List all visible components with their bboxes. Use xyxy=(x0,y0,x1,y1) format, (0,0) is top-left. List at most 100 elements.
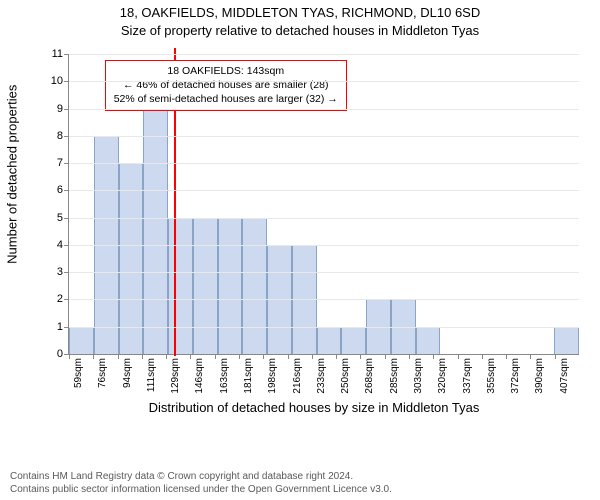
x-tick-label: 250sqm xyxy=(340,358,351,394)
y-tick-mark xyxy=(64,272,69,273)
x-tick-mark xyxy=(215,354,216,359)
bar xyxy=(218,218,243,354)
y-tick-label: 0 xyxy=(57,348,63,360)
y-tick-label: 11 xyxy=(52,48,63,60)
gridline xyxy=(69,109,579,110)
x-axis-label: Distribution of detached houses by size … xyxy=(38,400,590,415)
gridline xyxy=(69,54,579,55)
chart-title: 18, OAKFIELDS, MIDDLETON TYAS, RICHMOND,… xyxy=(0,4,600,22)
x-tick-label: 337sqm xyxy=(462,358,473,394)
gridline xyxy=(69,245,579,246)
gridline xyxy=(69,163,579,164)
x-tick-label: 355sqm xyxy=(486,358,497,394)
x-tick-mark xyxy=(458,354,459,359)
y-tick-mark xyxy=(64,245,69,246)
bar xyxy=(168,218,193,354)
y-tick-label: 10 xyxy=(51,75,63,87)
y-tick-label: 7 xyxy=(57,157,63,169)
y-tick-label: 8 xyxy=(57,130,63,142)
y-tick-label: 3 xyxy=(57,266,63,278)
bar xyxy=(554,327,579,354)
y-axis-label: Number of detached properties xyxy=(5,85,20,264)
x-tick-mark xyxy=(142,354,143,359)
y-tick-mark xyxy=(64,327,69,328)
footer-line-1: Contains HM Land Registry data © Crown c… xyxy=(10,471,392,484)
x-tick-label: 216sqm xyxy=(292,358,303,394)
annotation-line-3: 52% of semi-detached houses are larger (… xyxy=(114,92,338,106)
x-tick-mark xyxy=(239,354,240,359)
x-tick-label: 163sqm xyxy=(219,358,230,394)
y-tick-mark xyxy=(64,190,69,191)
x-tick-label: 407sqm xyxy=(559,358,570,394)
footer: Contains HM Land Registry data © Crown c… xyxy=(10,471,392,496)
x-tick-label: 390sqm xyxy=(534,358,545,394)
gridline xyxy=(69,218,579,219)
x-tick-label: 76sqm xyxy=(97,358,108,388)
x-tick-label: 372sqm xyxy=(510,358,521,394)
plot-area: 18 OAKFIELDS: 143sqm ← 46% of detached h… xyxy=(68,54,579,355)
x-tick-mark xyxy=(118,354,119,359)
gridline xyxy=(69,81,579,82)
y-tick-label: 6 xyxy=(57,184,63,196)
x-tick-mark xyxy=(433,354,434,359)
x-tick-label: 181sqm xyxy=(243,358,254,394)
bar xyxy=(242,218,267,354)
chart-title-block: 18, OAKFIELDS, MIDDLETON TYAS, RICHMOND,… xyxy=(0,0,600,39)
x-tick-mark xyxy=(409,354,410,359)
x-tick-mark xyxy=(190,354,191,359)
y-tick-label: 2 xyxy=(57,293,63,305)
y-tick-mark xyxy=(64,81,69,82)
x-tick-label: 198sqm xyxy=(267,358,278,394)
bar xyxy=(317,327,342,354)
bar xyxy=(341,327,366,354)
gridline xyxy=(69,136,579,137)
x-tick-mark xyxy=(166,354,167,359)
x-tick-label: 111sqm xyxy=(146,358,157,392)
x-tick-label: 146sqm xyxy=(194,358,205,394)
bar xyxy=(69,327,94,354)
x-tick-mark xyxy=(360,354,361,359)
x-tick-label: 59sqm xyxy=(73,358,84,388)
y-tick-mark xyxy=(64,136,69,137)
x-tick-label: 320sqm xyxy=(437,358,448,394)
gridline xyxy=(69,272,579,273)
x-tick-mark xyxy=(482,354,483,359)
x-tick-mark xyxy=(312,354,313,359)
x-tick-label: 233sqm xyxy=(316,358,327,394)
x-tick-mark xyxy=(263,354,264,359)
chart: Number of detached properties 18 OAKFIEL… xyxy=(38,48,590,408)
x-tick-label: 94sqm xyxy=(122,358,133,388)
x-tick-mark xyxy=(555,354,556,359)
x-tick-label: 303sqm xyxy=(413,358,424,394)
x-tick-mark xyxy=(69,354,70,359)
y-tick-mark xyxy=(64,218,69,219)
bar xyxy=(143,109,168,354)
x-tick-mark xyxy=(288,354,289,359)
bar xyxy=(119,163,144,354)
gridline xyxy=(69,327,579,328)
x-tick-label: 129sqm xyxy=(170,358,181,394)
annotation-line-1: 18 OAKFIELDS: 143sqm xyxy=(114,64,338,78)
footer-line-2: Contains public sector information licen… xyxy=(10,484,392,497)
x-tick-mark xyxy=(385,354,386,359)
y-tick-mark xyxy=(64,54,69,55)
bar xyxy=(416,327,441,354)
x-tick-mark xyxy=(530,354,531,359)
y-tick-mark xyxy=(64,299,69,300)
x-tick-label: 268sqm xyxy=(364,358,375,394)
gridline xyxy=(69,299,579,300)
y-tick-mark xyxy=(64,109,69,110)
annotation-box: 18 OAKFIELDS: 143sqm ← 46% of detached h… xyxy=(105,60,347,111)
gridline xyxy=(69,190,579,191)
x-tick-mark xyxy=(336,354,337,359)
y-tick-label: 9 xyxy=(57,103,63,115)
x-tick-label: 285sqm xyxy=(389,358,400,394)
bar xyxy=(193,218,218,354)
y-tick-mark xyxy=(64,163,69,164)
y-tick-label: 4 xyxy=(57,239,63,251)
chart-subtitle: Size of property relative to detached ho… xyxy=(0,22,600,40)
y-tick-label: 1 xyxy=(57,321,63,333)
y-tick-label: 5 xyxy=(57,212,63,224)
x-tick-mark xyxy=(506,354,507,359)
x-tick-mark xyxy=(93,354,94,359)
